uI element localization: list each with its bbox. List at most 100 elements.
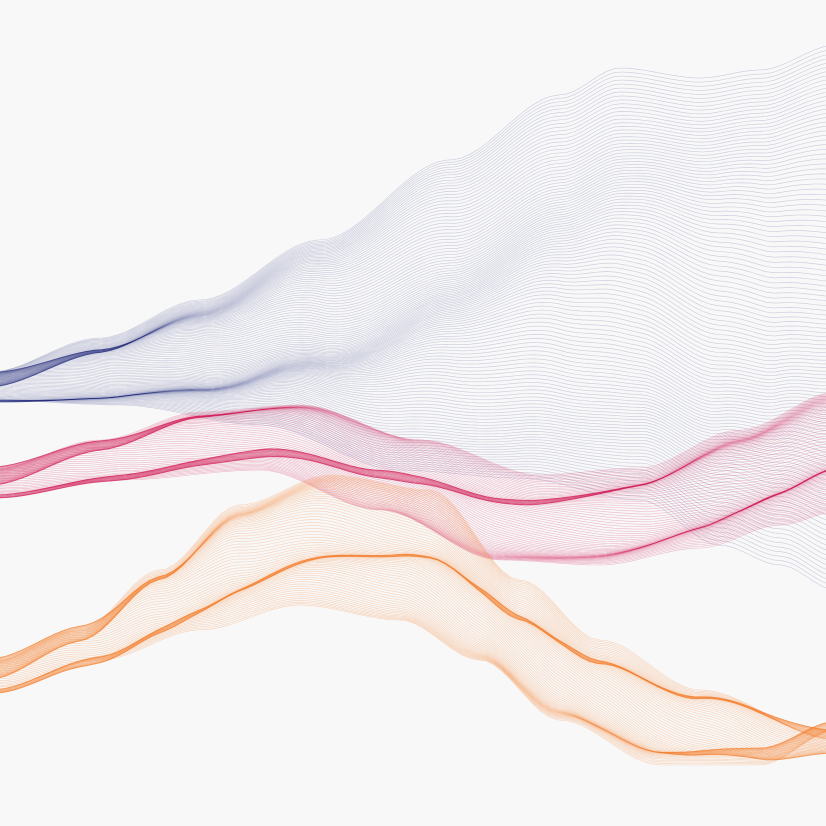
crimson-strand	[0, 438, 826, 501]
navy-strand	[0, 378, 826, 448]
navy-strand	[0, 54, 826, 373]
orange-strand	[0, 579, 826, 753]
navy-strand	[0, 181, 826, 386]
navy-strand	[0, 250, 826, 374]
navy-strand	[0, 224, 826, 378]
navy-strand	[0, 290, 826, 377]
orange-strand	[0, 557, 826, 756]
orange-strand	[0, 483, 826, 733]
navy-strand	[0, 395, 826, 521]
crimson-strand	[0, 395, 826, 480]
orange-strand	[0, 594, 826, 758]
orange-strand	[0, 554, 826, 760]
navy-strand	[0, 104, 826, 380]
navy-strand	[0, 144, 826, 385]
crimson-strand	[0, 450, 826, 546]
navy-strand	[0, 298, 826, 380]
orange-strand	[0, 480, 826, 735]
navy-strand	[0, 195, 826, 384]
crimson-strand	[0, 416, 826, 506]
navy-strand	[0, 83, 826, 376]
crimson-strand	[0, 424, 826, 504]
navy-strand	[0, 325, 826, 387]
crimson-strand	[0, 456, 826, 518]
orange-strand	[0, 496, 826, 731]
orange-strand	[0, 554, 826, 756]
orange-strand	[0, 548, 826, 753]
crimson-strand	[0, 423, 826, 505]
navy-strand	[0, 75, 826, 375]
orange-strand	[0, 574, 826, 753]
crimson-strand	[0, 405, 826, 498]
crimson-strand	[0, 450, 826, 557]
navy-strand	[0, 198, 826, 384]
orange-strand	[0, 505, 826, 733]
navy-strand	[0, 275, 826, 373]
navy-strand	[0, 399, 826, 584]
navy-strand	[0, 169, 826, 387]
navy-strand	[0, 333, 826, 391]
crimson-strand	[0, 432, 826, 502]
orange-strand	[0, 598, 826, 761]
navy-strand	[0, 399, 826, 560]
navy-strand	[0, 346, 826, 401]
orange-strand	[0, 555, 826, 756]
orange-strand	[0, 592, 826, 757]
orange-strand	[0, 554, 826, 761]
crimson-strand	[0, 451, 826, 557]
navy-strand	[0, 358, 826, 412]
crimson-strand	[0, 468, 826, 564]
crimson-strand	[0, 399, 826, 488]
crimson-strand	[0, 448, 826, 550]
orange-strand	[0, 546, 826, 752]
navy-strand	[0, 374, 826, 431]
crimson-strand	[0, 453, 826, 558]
orange-strand	[0, 557, 826, 756]
crimson-strand	[0, 459, 826, 559]
crimson-strand	[0, 428, 826, 503]
crimson-strand	[0, 454, 826, 532]
navy-strand	[0, 399, 826, 579]
navy-strand	[0, 45, 826, 372]
navy-strand	[0, 271, 826, 373]
navy-strand	[0, 398, 826, 551]
orange-strand	[0, 565, 826, 754]
navy-strand	[0, 92, 826, 378]
crimson-strand	[0, 418, 826, 506]
orange-strand	[0, 596, 826, 760]
orange-strand	[0, 604, 826, 766]
orange-strand	[0, 572, 826, 753]
crimson-strand	[0, 458, 826, 559]
orange-strand	[0, 500, 826, 731]
crimson-ribbon	[0, 392, 826, 566]
navy-strand	[0, 207, 826, 382]
orange-strand	[0, 528, 826, 743]
navy-strand	[0, 399, 826, 575]
navy-strand	[0, 283, 826, 374]
navy-strand	[0, 201, 826, 383]
navy-strand	[0, 58, 826, 373]
navy-strand	[0, 399, 826, 570]
navy-strand	[0, 338, 826, 394]
navy-strand	[0, 254, 826, 373]
crimson-strand	[0, 412, 826, 504]
crimson-strand	[0, 449, 826, 507]
orange-strand	[0, 510, 826, 735]
navy-strand	[0, 211, 826, 381]
navy-strand	[0, 158, 826, 386]
navy-strand	[0, 126, 826, 383]
navy-strand	[0, 217, 826, 380]
navy-strand	[0, 396, 826, 531]
navy-strand	[0, 286, 826, 375]
crimson-strand	[0, 415, 826, 506]
navy-strand	[0, 88, 826, 377]
crimson-strand	[0, 447, 826, 505]
orange-strand	[0, 492, 826, 730]
crimson-strand	[0, 454, 826, 558]
orange-strand	[0, 482, 826, 734]
crimson-strand	[0, 413, 826, 505]
crimson-strand	[0, 401, 826, 492]
crimson-strand	[0, 443, 826, 501]
navy-strand	[0, 385, 826, 471]
crimson-strand	[0, 411, 826, 503]
